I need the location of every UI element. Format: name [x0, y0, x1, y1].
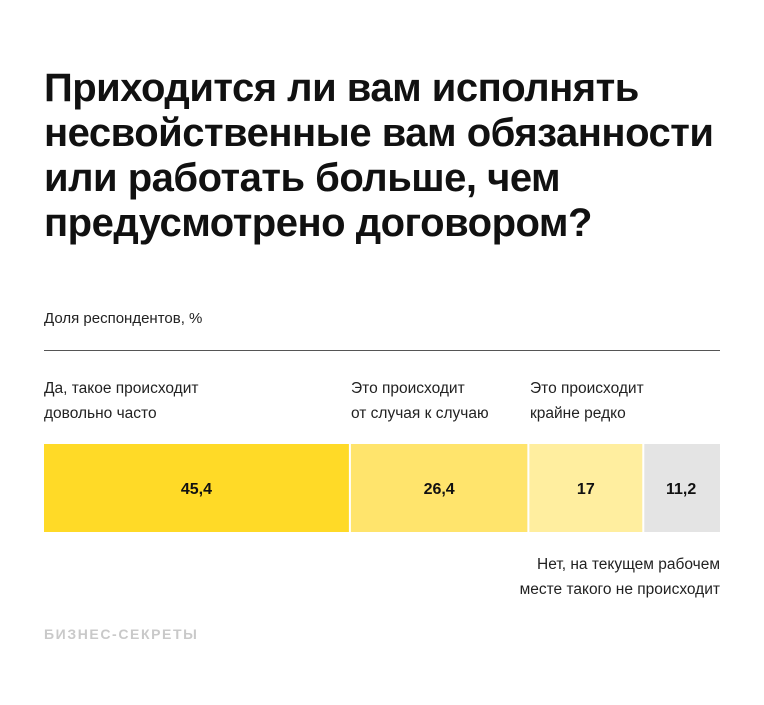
source-logo: БИЗНЕС-СЕКРЕТЫ [44, 626, 199, 642]
chart-title: Приходится ли вам исполнять несвойственн… [44, 66, 714, 245]
value-label-often: 45,4 [181, 481, 212, 498]
value-label-never: 11,2 [666, 481, 696, 498]
category-label-often: Да, такое происходит довольно часто [44, 380, 199, 422]
value-label-sometimes: 26,4 [424, 481, 455, 498]
bar-segment-sometimes [350, 444, 528, 532]
bar-segment-rarely [529, 444, 643, 532]
value-label-rarely: 17 [577, 481, 595, 498]
chart-subtitle: Доля респондентов, % [44, 310, 203, 327]
category-label-rarely: Это происходит крайне редко [530, 380, 644, 422]
bar-segment-never [644, 444, 720, 532]
stacked-bar-chart: 45,4 26,4 17 11,2 [44, 444, 720, 532]
divider-line [44, 350, 720, 351]
category-label-sometimes: Это происходит от случая к случаю [351, 380, 489, 422]
category-label-never: Нет, на текущем рабочем месте такого не … [519, 556, 720, 598]
bar-segment-often [44, 444, 349, 532]
